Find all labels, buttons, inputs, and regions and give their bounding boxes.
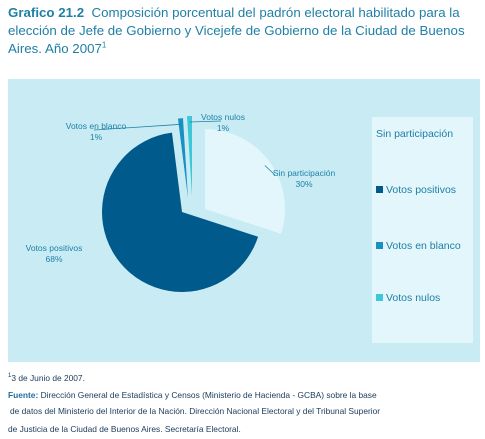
- legend-swatch: [376, 186, 383, 193]
- legend-item-votos-nulos: Votos nulos: [376, 291, 471, 305]
- footnote-mark: 1: [8, 373, 12, 380]
- chart-title-text: Composición porcentual del padrón electo…: [8, 5, 465, 56]
- legend-item-votos-positivos: Votos positivos: [376, 183, 471, 197]
- leader-line-votos-nulos: [189, 120, 222, 123]
- pie-slice-votos-nulos: [186, 116, 192, 196]
- legend: Sin participación Votos positivos Votos …: [372, 117, 473, 343]
- pie-label-votos-positivos: Votos positivos: [26, 243, 83, 253]
- chart-panel: Sin participación 30% Votos positivos 68% Vo…: [8, 79, 480, 362]
- legend-label: Votos nulos: [386, 292, 441, 304]
- pie-value-sin-participacion: 30%: [295, 179, 312, 189]
- source-label: Fuente:: [8, 390, 39, 400]
- legend-label: Sin participación: [376, 128, 454, 140]
- pie-value-votos-nulos: 1%: [217, 123, 230, 133]
- source-line-3: de Justicia de la Ciudad de Buenos Aires…: [8, 424, 241, 434]
- legend-label: Votos positivos: [386, 184, 457, 196]
- title-footnote-ref: 1: [101, 40, 107, 50]
- pie-slice-votos-en-blanco: [177, 118, 188, 198]
- legend-item-votos-en-blanco: Votos en blanco: [376, 239, 471, 253]
- legend-item-sin-participacion: Sin participación: [376, 127, 471, 141]
- pie-value-votos-positivos: 68%: [45, 254, 62, 264]
- legend-label: Votos en blanco: [386, 240, 461, 252]
- chart-number: Grafico 21.2: [8, 5, 85, 20]
- chart-title: Grafico 21.2 Composición porcentual del …: [8, 4, 482, 58]
- pie-value-votos-en-blanco: 1%: [90, 132, 103, 142]
- leader-line-votos-en-blanco: [93, 123, 182, 131]
- source-line-2: de datos del Ministerio del Interior de …: [10, 406, 381, 416]
- pie-label-votos-nulos: Votos nulos: [201, 112, 245, 122]
- legend-swatch: [376, 294, 383, 301]
- pie-slice-votos-positivos: [101, 132, 259, 292]
- legend-swatch: [376, 242, 383, 249]
- source-text-1: Dirección General de Estadística y Censo…: [38, 390, 377, 400]
- footnote-text: 3 de Junio de 2007.: [11, 373, 85, 383]
- pie-slice-sin-participacion: [205, 129, 285, 234]
- footnote: 13 de Junio de 2007.: [8, 373, 85, 384]
- source-line-1: Fuente: Dirección General de Estadística…: [8, 390, 377, 401]
- leader-line-sin-participacion: [264, 165, 276, 176]
- pie-label-sin-participacion: Sin participación: [273, 168, 336, 178]
- pie-label-votos-en-blanco: Votos en blanco: [66, 121, 127, 131]
